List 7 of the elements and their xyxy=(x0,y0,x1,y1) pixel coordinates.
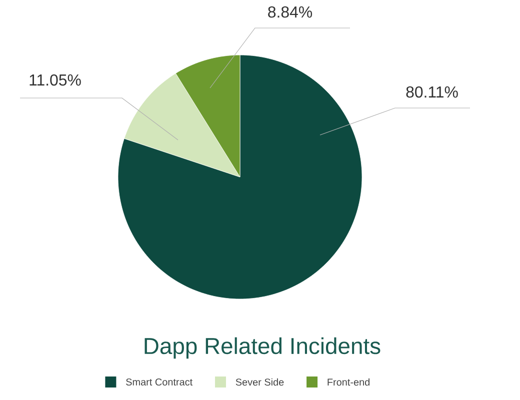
data-label: 8.84% xyxy=(268,6,312,18)
legend-label: Smart Contract xyxy=(126,378,193,386)
data-label: 11.05% xyxy=(30,74,81,86)
text: Dapp Related Incidents xyxy=(144,337,380,359)
legend-label: Front-end xyxy=(328,378,370,386)
legend-label: Sever Side xyxy=(236,378,284,386)
data-label: 80.11% xyxy=(406,86,458,98)
